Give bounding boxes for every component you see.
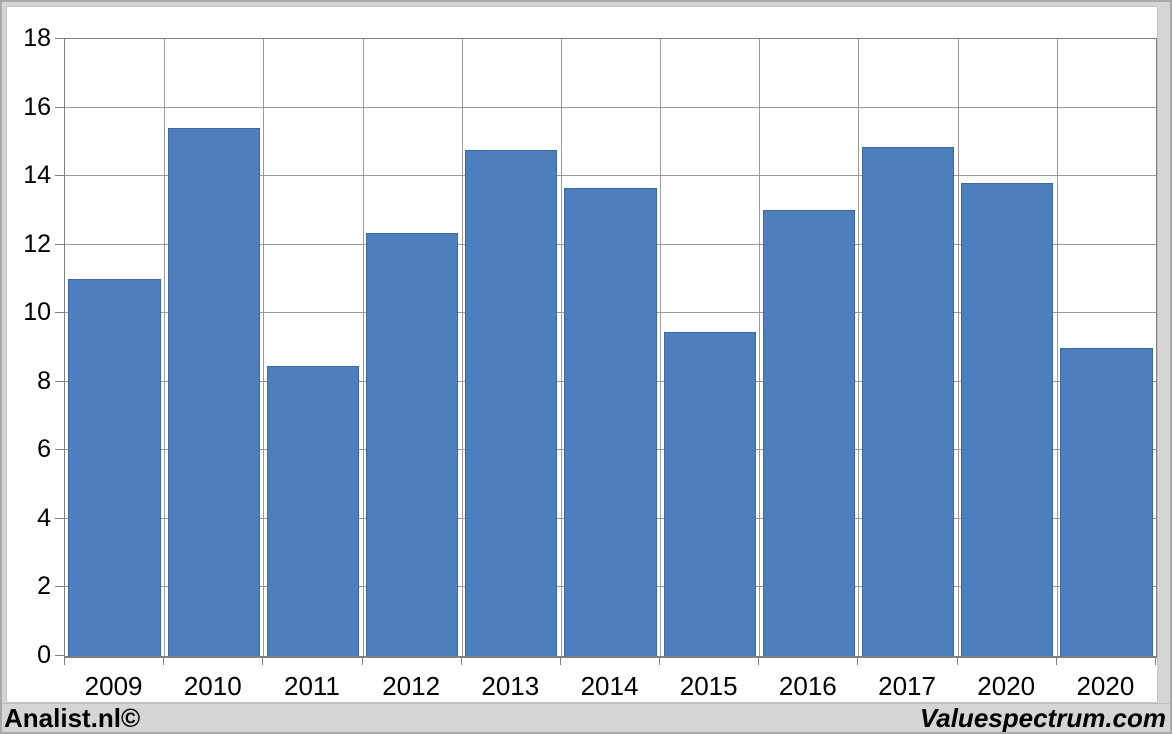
v-gridline-4 [461, 39, 463, 656]
y-axis-label-4: 4 [37, 503, 51, 532]
v-gridline-1 [164, 39, 166, 656]
v-gridline-8 [858, 39, 860, 656]
bar-2015-6 [663, 332, 756, 656]
bar-2010-1 [167, 128, 260, 656]
y-tick-8 [55, 380, 65, 382]
x-axis-label-2016-7: 2016 [778, 671, 837, 701]
chart-panel: 0 2 4 6 8 10 12 14 16 18 2009 2010 2011 2012 2013 2014… [6, 6, 1158, 703]
bar-cell-2010 [164, 39, 263, 656]
y-axis-label-6: 6 [37, 435, 51, 464]
y-axis-label-14: 14 [23, 161, 51, 190]
y-axis-label-18: 18 [23, 24, 51, 52]
x-tick-6 [659, 657, 661, 665]
bar-cell-2020 [958, 39, 1057, 656]
x-tick-0 [64, 657, 65, 665]
y-tick-4 [55, 517, 65, 519]
x-axis-label-2013-4: 2013 [481, 671, 540, 701]
bar-cell-2015 [660, 39, 759, 656]
v-gridline-10 [1056, 39, 1058, 656]
y-tick-6 [55, 449, 65, 451]
bars-container [65, 39, 1156, 656]
bar-2009-0 [68, 278, 161, 656]
valuespectrum-watermark: Valuespectrum.com [919, 703, 1166, 733]
x-axis-label-2009-0: 2009 [84, 671, 143, 701]
v-gridline-6 [660, 39, 662, 656]
y-tick-16 [55, 106, 65, 108]
x-tick-3 [361, 657, 363, 665]
h-gridline-14 [65, 175, 1156, 177]
bar-2012-3 [366, 232, 459, 656]
bar-cell-2014 [561, 39, 660, 656]
v-gridline-7 [759, 39, 761, 656]
x-tick-11 [1155, 657, 1156, 665]
x-tick-2 [262, 657, 264, 665]
plot-area [64, 38, 1157, 658]
y-tick-14 [55, 175, 65, 177]
footer-bar: Analist.nl© Valuespectrum.com [2, 703, 1170, 733]
x-axis-label-2015-6: 2015 [679, 671, 738, 701]
bar-2016-7 [762, 210, 856, 656]
x-axis-label-2010-1: 2010 [183, 671, 242, 701]
y-tick-2 [55, 586, 65, 588]
x-axis-label-2020-10: 2020 [1076, 671, 1135, 701]
y-axis-label-10: 10 [23, 298, 51, 327]
v-gridline-5 [560, 39, 562, 656]
bar-2011-2 [266, 366, 360, 656]
x-axis-label-2017-8: 2017 [878, 671, 936, 701]
y-axis-label-12: 12 [23, 229, 51, 258]
x-tick-5 [559, 657, 561, 665]
y-tick-0 [55, 655, 65, 656]
bar-2014-5 [564, 188, 657, 656]
v-gridline-2 [263, 39, 265, 656]
y-tick-18 [55, 38, 65, 39]
x-axis-label-2020-9: 2020 [977, 671, 1036, 701]
v-gridline-3 [362, 39, 364, 656]
y-axis-label-8: 8 [37, 366, 51, 395]
x-tick-4 [460, 657, 462, 665]
x-tick-1 [163, 657, 165, 665]
y-axis-label-2: 2 [37, 572, 51, 601]
bar-cell-2017 [859, 39, 958, 656]
bar-cell-2012 [363, 39, 462, 656]
bar-cell-2016 [759, 39, 858, 656]
bar-cell-2013 [462, 39, 561, 656]
x-tick-7 [758, 657, 760, 665]
h-gridline-16 [65, 106, 1156, 108]
bar-2017-8 [861, 146, 955, 656]
bar-2013-4 [465, 150, 558, 656]
x-tick-10 [1055, 657, 1057, 665]
analist-watermark: Analist.nl© [4, 703, 141, 733]
x-axis-label-2012-3: 2012 [382, 671, 441, 701]
bar-2020-10 [1060, 347, 1153, 656]
x-tick-8 [857, 657, 859, 665]
y-tick-12 [55, 243, 65, 245]
bar-cell-2009 [65, 39, 164, 656]
x-tick-9 [956, 657, 958, 665]
bar-2020-9 [961, 182, 1054, 656]
y-axis-label-0: 0 [37, 641, 51, 669]
x-axis-label-2011-2: 2011 [283, 671, 340, 701]
y-tick-10 [55, 312, 65, 314]
bar-cell-2020 [1057, 39, 1156, 656]
v-gridline-9 [957, 39, 959, 656]
bar-cell-2011 [263, 39, 362, 656]
y-axis-label-16: 16 [23, 92, 51, 121]
x-axis-label-2014-5: 2014 [580, 671, 639, 701]
